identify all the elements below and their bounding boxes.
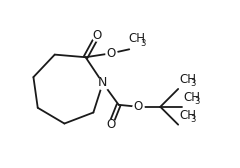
Text: 3: 3 xyxy=(191,79,196,89)
Text: CH: CH xyxy=(128,32,145,45)
Text: CH: CH xyxy=(179,73,196,86)
Text: 3: 3 xyxy=(191,115,196,124)
Text: O: O xyxy=(93,29,102,42)
Text: CH: CH xyxy=(183,91,200,104)
Text: N: N xyxy=(98,76,108,90)
Text: 3: 3 xyxy=(141,39,146,48)
Text: O: O xyxy=(134,100,143,113)
Text: 3: 3 xyxy=(195,97,200,106)
Text: O: O xyxy=(106,118,115,131)
Text: O: O xyxy=(107,47,116,60)
Text: CH: CH xyxy=(179,109,196,122)
